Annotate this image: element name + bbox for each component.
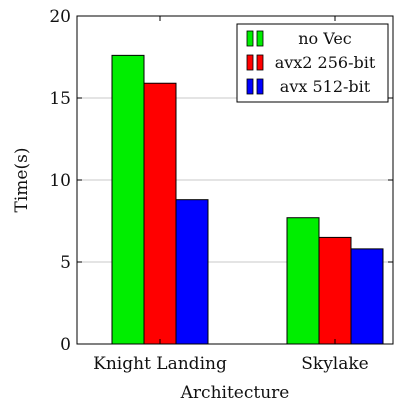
bars [111,54,384,345]
legend-swatch-bar [256,54,264,71]
y-tick-label: 20 [49,7,71,27]
legend-swatch [246,54,264,71]
y-tick-label: 0 [60,335,71,355]
y-tick-label: 15 [49,89,71,109]
y-axis-title: Time(s) [12,148,32,213]
legend-label: avx 512-bit [280,77,371,96]
legend-swatch [246,78,264,95]
bar-avx-512-bit-skylake [350,248,384,345]
bar-no-vec-skylake [286,217,320,345]
bar-no-vec-knight-landing [111,54,145,345]
x-tick-label: Skylake [301,354,369,374]
y-tick-label: 10 [49,171,71,191]
legend-swatch [246,30,264,47]
x-axis-title: Architecture [180,383,290,403]
legend-swatch-bar [246,78,254,95]
legend-label: avx2 256-bit [275,53,376,72]
y-tick-label: 5 [60,253,71,273]
bar-avx2-256-bit-skylake [318,236,352,345]
legend-swatch-bar [256,30,264,47]
legend-label: no Vec [298,29,352,48]
axis-ticks: 0 5 10 15 20 Knight Landing Skylake [49,7,393,374]
bar-avx-512-bit-knight-landing [175,199,209,345]
legend-swatch-bar [256,78,264,95]
legend-swatch-bar [246,54,254,71]
bar-avx2-256-bit-knight-landing [143,82,177,345]
x-tick-label: Knight Landing [93,354,227,374]
legend-swatch-bar [246,30,254,47]
legend: no Vec avx2 256-bit avx 512-bit [236,23,389,103]
